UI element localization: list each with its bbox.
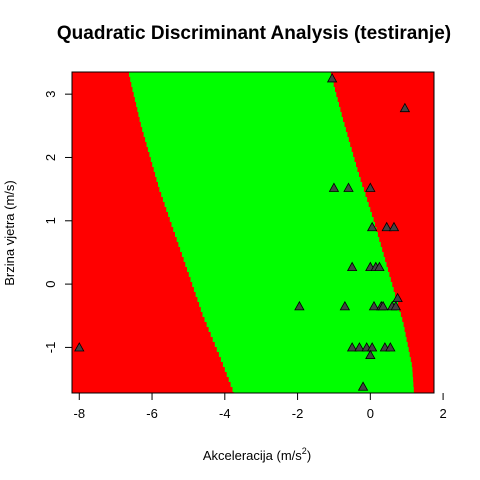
data-points (74, 73, 411, 391)
data-point (326, 73, 338, 83)
data-point (74, 342, 85, 352)
y-axis: -1 0 1 2 3 (43, 91, 72, 354)
data-point (354, 342, 365, 352)
data-point (366, 342, 378, 352)
y-tick-label: -1 (43, 342, 58, 354)
data-point (368, 300, 380, 311)
data-point (365, 182, 376, 192)
data-point (385, 342, 396, 352)
data-point (294, 300, 305, 311)
data-point (328, 182, 340, 192)
y-tick-label: 3 (43, 91, 58, 98)
x-tick-label: -6 (146, 406, 158, 421)
data-point (346, 261, 358, 272)
data-point (374, 261, 385, 272)
data-point (365, 349, 376, 360)
y-tick-label: 2 (43, 154, 58, 161)
x-tick-label: 2 (439, 406, 446, 421)
x-axis-label-end: ) (307, 448, 311, 463)
x-axis-label-main: Akceleracija (m/s (203, 448, 302, 463)
data-point (388, 221, 400, 232)
data-point (343, 182, 354, 192)
plot-frame (71, 71, 435, 394)
data-point (377, 300, 389, 311)
y-axis-label: Brzina vjetra (m/s) (2, 180, 17, 285)
data-point (346, 342, 358, 352)
x-tick-label: -2 (292, 406, 304, 421)
x-tick-label: -4 (219, 406, 231, 421)
data-point (381, 221, 392, 232)
x-tick-label: 0 (367, 406, 374, 421)
data-point (357, 381, 369, 391)
x-tick-label: -8 (73, 406, 85, 421)
data-point (366, 221, 378, 232)
x-axis-label: Akceleracija (m/s2) (203, 446, 311, 463)
region-class-inner (129, 72, 414, 393)
y-tick-label: 0 (43, 280, 58, 287)
data-point (399, 102, 411, 113)
y-tick-label: 1 (43, 217, 58, 224)
plot-area (72, 72, 434, 393)
x-axis: -8 -6 -4 -2 0 2 (73, 393, 447, 421)
chart-title: Quadratic Discriminant Analysis (testira… (57, 23, 451, 44)
data-point (390, 300, 401, 311)
x-axis-label-superscript: 2 (302, 446, 307, 456)
data-point (392, 292, 403, 303)
data-point (339, 300, 351, 311)
